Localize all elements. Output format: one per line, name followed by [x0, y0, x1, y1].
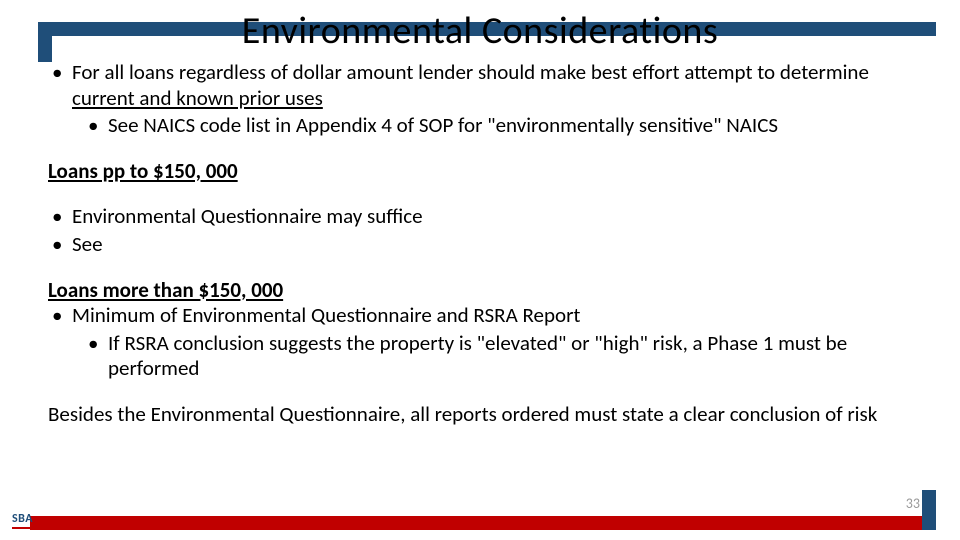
- section-1-header: Loans pp to $150, 000: [48, 159, 926, 185]
- section-2-sublist: If RSRA conclusion suggests the property…: [72, 331, 926, 382]
- section-2-bullet-1-text: Minimum of Environmental Questionnaire a…: [72, 302, 580, 328]
- intro-list: For all loans regardless of dollar amoun…: [48, 60, 926, 139]
- bottom-border-bar: [30, 516, 936, 530]
- intro-sub-bullet: See NAICS code list in Appendix 4 of SOP…: [108, 113, 926, 139]
- section-2-bullet-1: Minimum of Environmental Questionnaire a…: [72, 303, 926, 382]
- section-1-bullet-1: Environmental Questionnaire may suffice: [72, 204, 926, 230]
- bottom-border-corner: [922, 490, 936, 530]
- slide-content: For all loans regardless of dollar amoun…: [48, 60, 926, 428]
- section-2-list: Minimum of Environmental Questionnaire a…: [48, 303, 926, 382]
- section-2-header: Loans more than $150, 000: [48, 278, 926, 304]
- page-number: 33: [906, 495, 920, 512]
- intro-sublist: See NAICS code list in Appendix 4 of SOP…: [72, 113, 926, 139]
- intro-underlined: current and known prior uses: [72, 85, 323, 111]
- section-1: Loans pp to $150, 000: [48, 159, 926, 185]
- sba-logo: SBA: [12, 512, 52, 534]
- closing-paragraph: Besides the Environmental Questionnaire,…: [48, 402, 926, 428]
- section-2: Loans more than $150, 000 Minimum of Env…: [48, 278, 926, 382]
- slide: Environmental Considerations For all loa…: [0, 0, 960, 540]
- sba-logo-text: SBA: [12, 512, 52, 526]
- section-1-list: Environmental Questionnaire may suffice …: [48, 204, 926, 257]
- sba-logo-underline: [12, 527, 42, 529]
- intro-text: For all loans regardless of dollar amoun…: [72, 59, 869, 85]
- intro-bullet: For all loans regardless of dollar amoun…: [72, 60, 926, 139]
- slide-title: Environmental Considerations: [0, 8, 960, 54]
- section-2-sub-bullet: If RSRA conclusion suggests the property…: [108, 331, 926, 382]
- section-1-bullet-2: See: [72, 232, 926, 258]
